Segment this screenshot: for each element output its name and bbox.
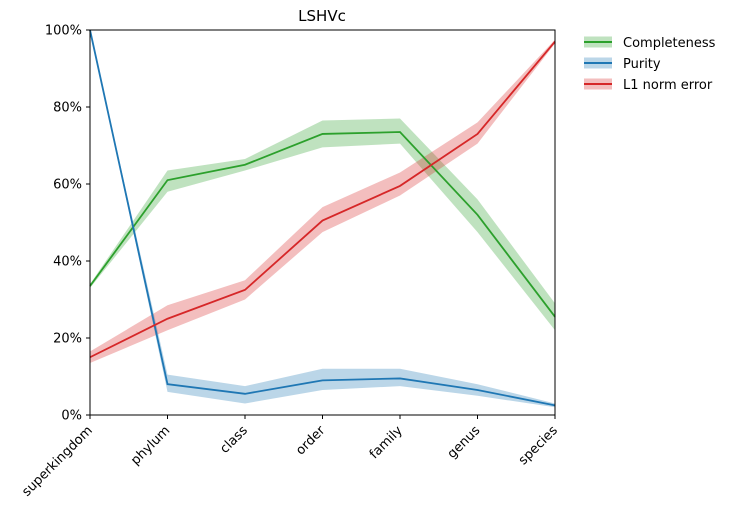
band-l1-norm-error xyxy=(90,39,555,364)
band-completeness xyxy=(90,118,555,331)
chart-title: LSHVc xyxy=(298,7,346,25)
x-axis: superkingdom phylum class order family genus s… xyxy=(19,415,561,500)
x-tick-label-family: family xyxy=(367,423,406,462)
legend: Completeness Purity L1 norm error xyxy=(584,36,716,93)
y-tick-label: 20% xyxy=(53,332,82,347)
y-tick-label: 0% xyxy=(61,409,82,424)
x-tick-label-phylum: phylum xyxy=(128,423,173,468)
confidence-bands xyxy=(90,30,555,408)
legend-label-l1-norm-error: L1 norm error xyxy=(623,78,713,93)
y-tick-label: 60% xyxy=(53,178,82,193)
x-tick-label-genus: genus xyxy=(445,423,484,462)
y-tick-label: 40% xyxy=(53,255,82,270)
x-tick-label-species: species xyxy=(516,423,561,468)
y-tick-label: 80% xyxy=(53,101,82,116)
series-lines xyxy=(89,29,556,407)
x-tick-label-order: order xyxy=(293,423,329,459)
y-axis: 0% 20% 40% 60% 80% 100% xyxy=(45,24,90,424)
x-tick-label-superkingdom: superkingdom xyxy=(19,423,95,499)
x-tick-label-class: class xyxy=(217,423,251,457)
y-tick-label: 100% xyxy=(45,24,82,39)
legend-label-completeness: Completeness xyxy=(623,36,716,51)
legend-label-purity: Purity xyxy=(623,57,661,72)
